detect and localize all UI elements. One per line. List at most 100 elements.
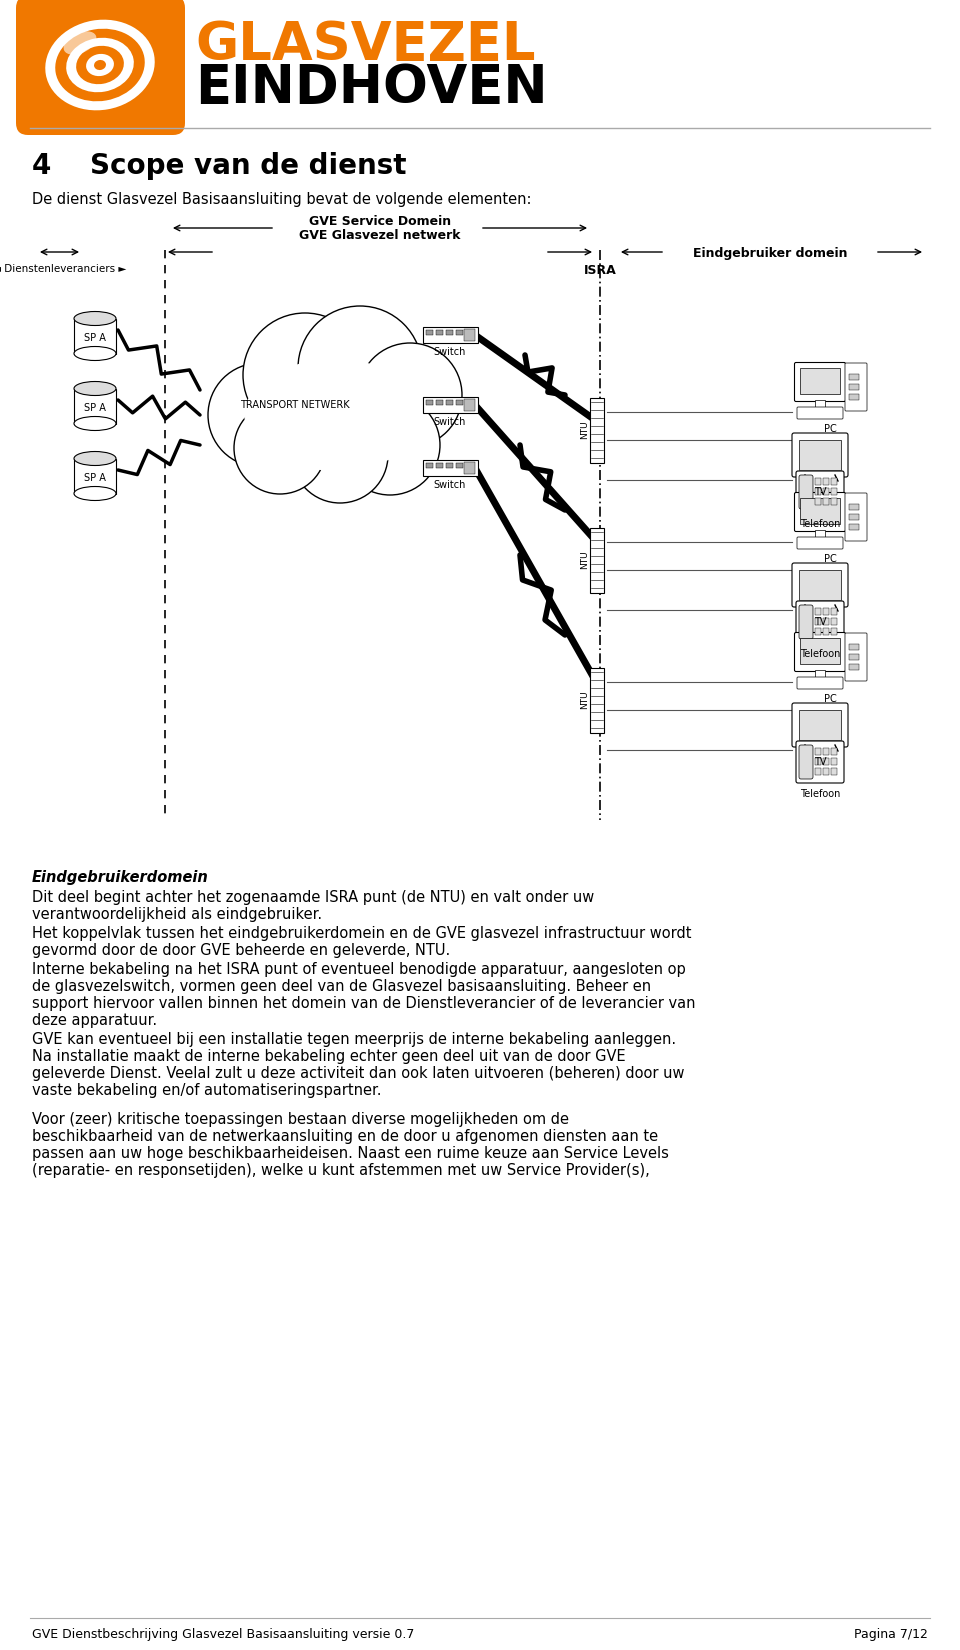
Bar	[823, 488, 829, 495]
Text: SP A: SP A	[84, 403, 106, 412]
Circle shape	[234, 403, 326, 493]
FancyBboxPatch shape	[799, 606, 813, 639]
Bar	[815, 478, 821, 485]
Text: NTU: NTU	[581, 691, 589, 710]
Ellipse shape	[245, 360, 425, 470]
Text: Telefoon: Telefoon	[800, 789, 840, 799]
Bar	[815, 757, 821, 766]
Bar	[815, 530, 825, 538]
Text: Eindgebruikerdomein: Eindgebruikerdomein	[32, 870, 208, 884]
Bar	[464, 462, 474, 474]
Bar	[445, 399, 452, 404]
Bar	[799, 710, 841, 739]
Text: SP A: SP A	[84, 474, 106, 483]
Bar	[425, 399, 433, 404]
Ellipse shape	[45, 20, 155, 111]
Bar	[849, 663, 859, 670]
Bar	[455, 464, 463, 469]
Text: Interne bekabeling na het ISRA punt of eventueel benodigde apparatuur, aangeslot: Interne bekabeling na het ISRA punt of e…	[32, 962, 685, 977]
Text: PC: PC	[824, 695, 836, 705]
Text: TV: TV	[814, 757, 827, 767]
Bar	[831, 478, 837, 485]
FancyBboxPatch shape	[797, 536, 843, 549]
Bar	[831, 498, 837, 505]
Bar	[422, 327, 477, 343]
Bar	[464, 399, 474, 411]
Text: GLASVEZEL: GLASVEZEL	[195, 20, 536, 71]
Text: Eindgebruiker domein: Eindgebruiker domein	[693, 248, 848, 261]
Text: Pagina 7/12: Pagina 7/12	[854, 1629, 928, 1642]
Bar	[464, 328, 474, 342]
Ellipse shape	[86, 54, 114, 76]
Bar	[436, 399, 443, 404]
Bar	[445, 464, 452, 469]
Ellipse shape	[74, 416, 116, 431]
Text: ISRA: ISRA	[584, 264, 616, 277]
Text: verantwoordelijkheid als eindgebruiker.: verantwoordelijkheid als eindgebruiker.	[32, 908, 323, 922]
Bar	[831, 607, 837, 615]
Text: TV: TV	[814, 487, 827, 497]
FancyBboxPatch shape	[799, 475, 813, 508]
Bar	[815, 488, 821, 495]
Text: PC: PC	[824, 424, 836, 434]
Text: passen aan uw hoge beschikbaarheideisen. Naast een ruime keuze aan Service Level: passen aan uw hoge beschikbaarheideisen.…	[32, 1147, 669, 1162]
Text: Voor (zeer) kritische toepassingen bestaan diverse mogelijkheden om de: Voor (zeer) kritische toepassingen besta…	[32, 1112, 569, 1127]
FancyBboxPatch shape	[796, 741, 844, 784]
Text: GVE Service Domein: GVE Service Domein	[309, 214, 451, 228]
Ellipse shape	[56, 28, 145, 101]
FancyBboxPatch shape	[796, 601, 844, 644]
Bar	[590, 398, 604, 462]
Circle shape	[208, 363, 312, 467]
FancyBboxPatch shape	[792, 432, 848, 477]
Bar	[74, 388, 116, 424]
Circle shape	[358, 343, 462, 447]
FancyBboxPatch shape	[792, 703, 848, 747]
Ellipse shape	[74, 381, 116, 396]
Text: GVE Glasvezel netwerk: GVE Glasvezel netwerk	[300, 229, 461, 243]
Bar	[831, 747, 837, 756]
Text: ◄ Dienstenleveranciers ►: ◄ Dienstenleveranciers ►	[0, 264, 127, 274]
Bar	[799, 441, 841, 470]
Bar	[422, 460, 477, 475]
Text: Het koppelvlak tussen het eindgebruikerdomein en de GVE glasvezel infrastructuur: Het koppelvlak tussen het eindgebruikerd…	[32, 926, 691, 940]
Bar	[831, 488, 837, 495]
FancyBboxPatch shape	[795, 632, 846, 672]
Bar	[831, 757, 837, 766]
Bar	[823, 498, 829, 505]
Bar	[74, 318, 116, 353]
Bar	[815, 498, 821, 505]
Bar	[849, 515, 859, 520]
FancyBboxPatch shape	[795, 363, 846, 401]
Text: TV: TV	[814, 617, 827, 627]
Bar	[849, 644, 859, 650]
Text: (reparatie- en responsetijden), welke u kunt afstemmen met uw Service Provider(s: (reparatie- en responsetijden), welke u …	[32, 1163, 650, 1178]
FancyBboxPatch shape	[845, 634, 867, 681]
Bar	[800, 639, 840, 663]
Bar	[466, 464, 472, 469]
Text: Scope van de dienst: Scope van de dienst	[90, 152, 406, 180]
Bar	[455, 330, 463, 335]
Bar	[815, 747, 821, 756]
Bar	[823, 747, 829, 756]
Bar	[849, 394, 859, 399]
Bar	[823, 478, 829, 485]
Bar	[815, 619, 821, 625]
Text: deze apparatuur.: deze apparatuur.	[32, 1013, 157, 1028]
Bar	[823, 757, 829, 766]
Bar	[799, 569, 841, 601]
Bar	[436, 464, 443, 469]
Bar	[425, 464, 433, 469]
Bar	[425, 330, 433, 335]
FancyBboxPatch shape	[797, 408, 843, 419]
Text: 4: 4	[32, 152, 52, 180]
Text: EINDHOVEN: EINDHOVEN	[195, 63, 547, 114]
FancyBboxPatch shape	[799, 746, 813, 779]
Text: Switch: Switch	[434, 346, 467, 356]
FancyBboxPatch shape	[796, 470, 844, 513]
Bar	[815, 767, 821, 775]
Bar	[831, 619, 837, 625]
Text: geleverde Dienst. Veelal zult u deze activiteit dan ook laten uitvoeren (beheren: geleverde Dienst. Veelal zult u deze act…	[32, 1066, 684, 1081]
Text: Na installatie maakt de interne bekabeling echter geen deel uit van de door GVE: Na installatie maakt de interne bekabeli…	[32, 1049, 626, 1064]
Bar	[823, 607, 829, 615]
Bar	[831, 629, 837, 635]
